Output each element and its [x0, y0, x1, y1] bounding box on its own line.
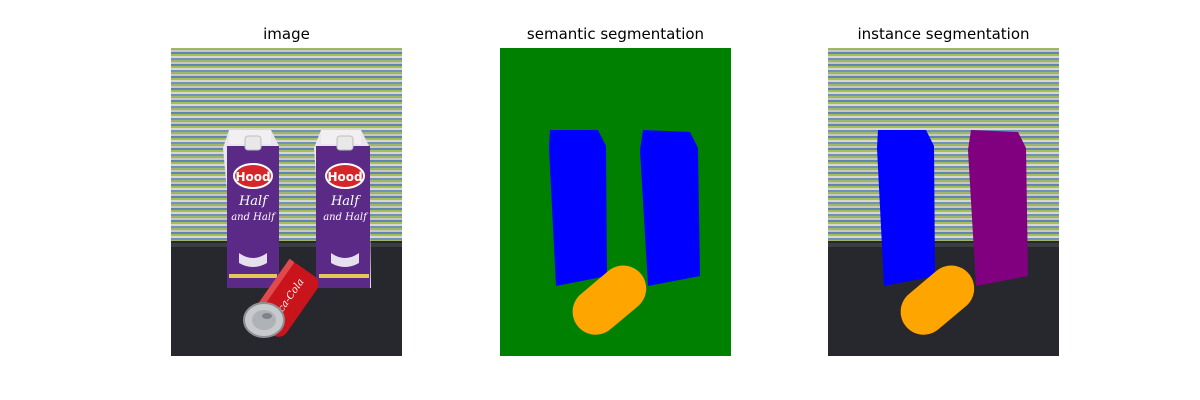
photo-panel: Hood Half and Half Hood Half and Half Co…	[171, 48, 402, 356]
semantic-segmentation-mask	[500, 48, 731, 356]
instance-segmentation-overlay	[828, 48, 1059, 356]
instance-can-1-mask	[900, 265, 975, 335]
carton-right-line2: and Half	[323, 212, 369, 223]
semantic-carton-region-left	[549, 130, 607, 286]
carton-left-line1: Half	[238, 194, 269, 209]
carton-right-brand: Hood	[327, 170, 362, 184]
semantic-can-region	[572, 265, 647, 335]
instance-panel-title: instance segmentation	[857, 25, 1030, 43]
instance-carton-2-mask	[968, 130, 1028, 286]
semantic-panel-title: semantic segmentation	[526, 25, 705, 43]
carton-left-line2: and Half	[231, 212, 277, 223]
carton-left-brand: Hood	[235, 170, 270, 184]
carton-right-line1: Half	[330, 194, 361, 209]
soda-can: Coca-Cola	[243, 258, 319, 338]
milk-carton-right: Hood Half and Half	[314, 130, 371, 288]
milk-carton-left: Hood Half and Half	[223, 130, 279, 288]
instance-carton-1-mask	[877, 130, 935, 286]
image-panel-title: image	[263, 25, 310, 43]
semantic-carton-region-right	[640, 130, 700, 286]
instance-segmentation-panel	[828, 48, 1059, 356]
photo-image: Hood Half and Half Hood Half and Half Co…	[171, 48, 402, 356]
semantic-segmentation-panel	[500, 48, 731, 356]
